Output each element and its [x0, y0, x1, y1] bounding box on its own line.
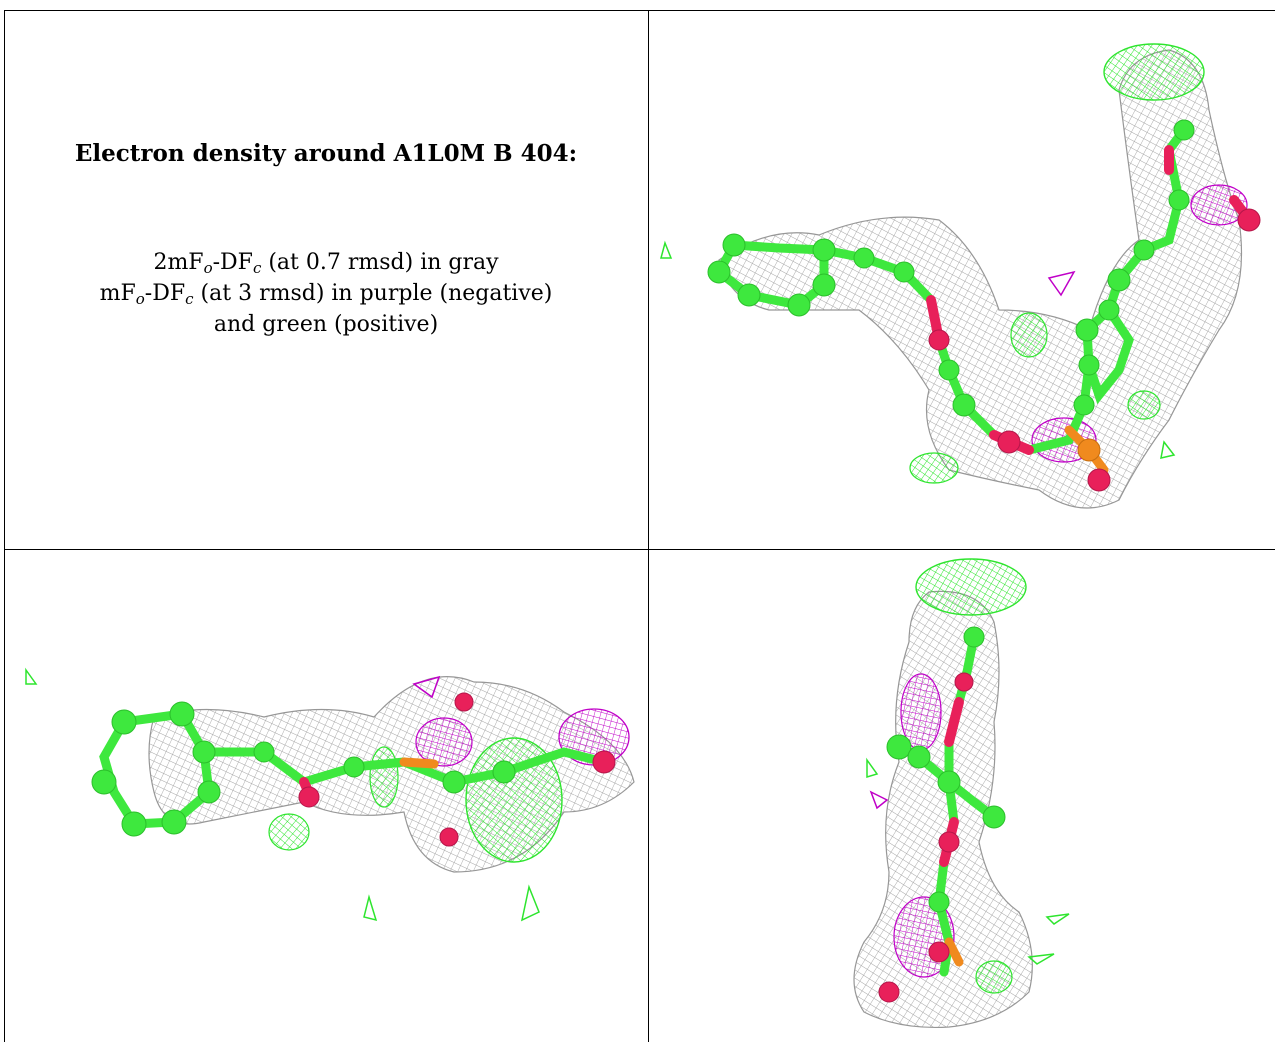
legend-line-fofc: mFo-DFc (at 3 rmsd) in purple (negative)	[99, 281, 553, 308]
positive-density-blob	[915, 558, 1027, 616]
ligand-model	[707, 119, 1261, 492]
positive-density-blob	[1010, 312, 1048, 358]
table-border-top	[4, 10, 1275, 11]
negative-density-blob	[869, 790, 889, 810]
table-border-left	[4, 10, 5, 1042]
negative-density-blob	[412, 675, 441, 699]
view-top-right	[649, 10, 1275, 548]
positive-density-blob	[1103, 43, 1205, 101]
positive-density-blob	[268, 813, 310, 851]
positive-density-blob	[369, 746, 399, 808]
figure-title: Electron density around A1L0M B 404:	[74, 140, 578, 167]
negative-density-blob	[415, 717, 473, 767]
density-render-bottom-right	[853, 558, 1070, 1028]
gray-density-mesh	[718, 49, 1243, 509]
negative-density-blob	[1190, 184, 1248, 226]
positive-density-blob	[520, 884, 540, 922]
positive-density-blob	[1027, 953, 1055, 965]
positive-density-blob	[975, 960, 1013, 994]
density-render-bottom-left	[25, 667, 635, 922]
view-bottom-right	[649, 552, 1275, 1042]
ligand-model	[91, 692, 616, 847]
table-divider-horizontal	[4, 549, 1275, 550]
positive-density-blob	[1045, 913, 1070, 925]
map-legend: 2mFo-DFc (at 0.7 rmsd) in gray mFo-DFc (…	[4, 247, 648, 340]
positive-density-blob	[25, 667, 38, 685]
legend-line-2fofc: 2mFo-DFc (at 0.7 rmsd) in gray	[153, 250, 499, 277]
negative-density-blob	[1047, 270, 1076, 297]
table-divider-vertical	[648, 10, 649, 1042]
caption-cell: Electron density around A1L0M B 404: 2mF…	[4, 10, 648, 548]
ligand-model	[878, 626, 1006, 1003]
positive-density-blob	[660, 240, 673, 259]
positive-density-blob	[866, 757, 879, 779]
positive-density-blob	[909, 452, 959, 484]
density-render-top-right	[660, 43, 1261, 509]
positive-density-blob	[465, 737, 563, 863]
positive-density-blob	[1127, 390, 1161, 420]
legend-line-colors: and green (positive)	[213, 312, 439, 337]
positive-density-blob	[363, 894, 378, 922]
view-bottom-left	[4, 552, 648, 1042]
positive-density-blob	[1160, 440, 1176, 459]
